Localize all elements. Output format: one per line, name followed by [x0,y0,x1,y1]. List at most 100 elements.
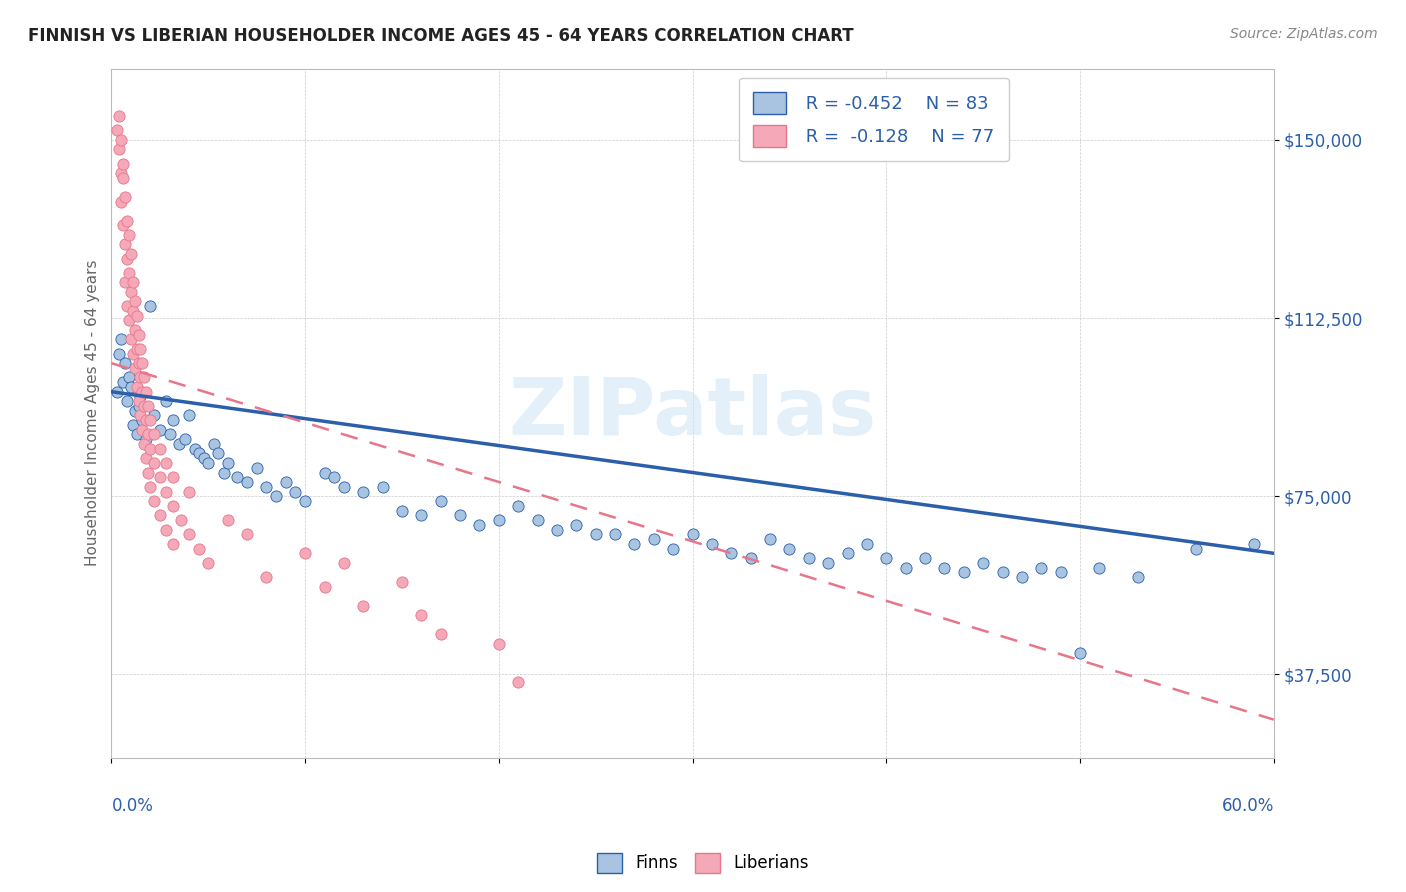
Point [131,423,153,437]
Point [114,237,136,252]
Y-axis label: Householder Income Ages 45 - 64 years: Householder Income Ages 45 - 64 years [86,260,100,566]
Point [429,494,451,508]
Point [254,480,277,494]
Point [162,470,184,484]
Point [526,513,548,527]
Point [114,190,136,204]
Point [546,523,568,537]
Point [391,503,413,517]
Point [1128,570,1150,584]
Point [115,394,138,409]
Text: 0.0%: 0.0% [111,797,153,814]
Point [139,299,162,313]
Point [108,109,131,123]
Point [837,546,859,560]
Point [155,456,177,470]
Point [129,342,152,356]
Point [193,451,215,466]
Point [125,427,148,442]
Point [167,437,190,451]
Point [129,370,152,384]
Point [643,532,665,546]
Point [115,252,138,266]
Point [700,537,723,551]
Point [217,456,239,470]
Point [128,327,150,342]
Point [136,466,159,480]
Point [1049,566,1071,580]
Point [149,423,172,437]
Point [314,580,336,594]
Point [1185,541,1208,556]
Point [128,356,150,370]
Point [135,384,157,399]
Point [371,480,394,494]
Point [135,432,157,446]
Point [135,413,157,427]
Point [187,446,209,460]
Point [121,417,143,432]
Point [135,451,157,466]
Point [174,432,197,446]
Point [143,494,166,508]
Point [112,170,135,185]
Point [202,437,225,451]
Point [115,299,138,313]
Point [508,674,530,689]
Point [264,489,287,503]
Point [105,384,128,399]
Point [585,527,607,541]
Point [246,460,269,475]
Point [124,294,146,309]
Point [124,360,146,375]
Point [391,574,413,589]
Point [110,194,132,209]
Point [120,247,142,261]
Point [488,513,510,527]
Point [778,541,800,556]
Point [177,527,200,541]
Point [177,484,200,499]
Point [112,156,135,170]
Legend:  R = -0.452    N = 83,  R =  -0.128    N = 77: R = -0.452 N = 83, R = -0.128 N = 77 [740,78,1010,161]
Point [1031,560,1053,574]
Point [124,323,146,337]
Point [139,442,162,456]
Point [143,409,166,423]
Point [131,384,153,399]
Point [110,333,132,347]
Point [162,499,184,513]
Point [197,456,219,470]
Point [274,475,297,489]
Point [149,508,172,523]
Point [508,499,530,513]
Point [740,551,762,566]
Point [129,409,152,423]
Point [139,480,162,494]
Point [162,537,184,551]
Point [120,285,142,299]
Point [662,541,685,556]
Point [236,527,259,541]
Point [565,517,588,532]
Point [177,409,200,423]
Point [875,551,897,566]
Point [894,560,917,574]
Point [125,309,148,323]
Point [1069,646,1091,660]
Point [603,527,626,541]
Point [118,313,141,327]
Point [114,276,136,290]
Point [114,356,136,370]
Point [115,213,138,227]
Point [118,266,141,280]
Point [991,566,1014,580]
Text: ZIPatlas: ZIPatlas [509,374,877,452]
Point [236,475,259,489]
Point [1011,570,1033,584]
Point [120,333,142,347]
Point [136,427,159,442]
Point [212,466,235,480]
Point [856,537,879,551]
Point [155,484,177,499]
